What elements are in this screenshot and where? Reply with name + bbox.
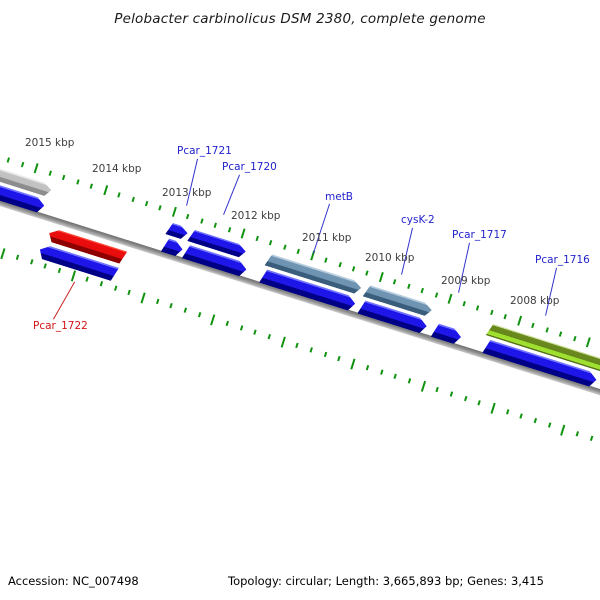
status-topology: Topology: circular; Length: 3,665,893 bp…: [228, 574, 544, 588]
label-callout-line-pcar_1716: [544, 267, 557, 316]
gene-label-pcar_1717[interactable]: Pcar_1717: [452, 229, 507, 241]
kbp-label-2012: 2012 kbp: [231, 210, 281, 222]
kbp-label-2008: 2008 kbp: [510, 295, 560, 307]
kbp-label-2013: 2013 kbp: [162, 187, 212, 199]
kbp-label-2011: 2011 kbp: [302, 232, 352, 244]
kbp-label-2015: 2015 kbp: [25, 137, 75, 149]
gene-label-pcar_1722[interactable]: Pcar_1722: [33, 320, 88, 332]
label-callout-line-pcar_1720: [222, 174, 240, 215]
label-callout-line-pcar_1722: [53, 282, 76, 320]
gene-label-pcar_1721[interactable]: Pcar_1721: [177, 145, 232, 157]
kbp-label-2009: 2009 kbp: [441, 275, 491, 287]
gene-label-pcar_1720[interactable]: Pcar_1720: [222, 161, 277, 173]
status-accession: Accession: NC_007498: [8, 574, 139, 588]
label-callout-line-metb: [312, 203, 330, 253]
gene-label-pcar_1716[interactable]: Pcar_1716: [535, 254, 590, 266]
kbp-label-2010: 2010 kbp: [365, 252, 415, 264]
map-title: Pelobacter carbinolicus DSM 2380, comple…: [114, 11, 486, 27]
gene-label-metb[interactable]: metB: [325, 191, 354, 203]
gene-label-cysk-2[interactable]: cysK-2: [401, 214, 435, 226]
kbp-label-2014: 2014 kbp: [92, 163, 142, 175]
